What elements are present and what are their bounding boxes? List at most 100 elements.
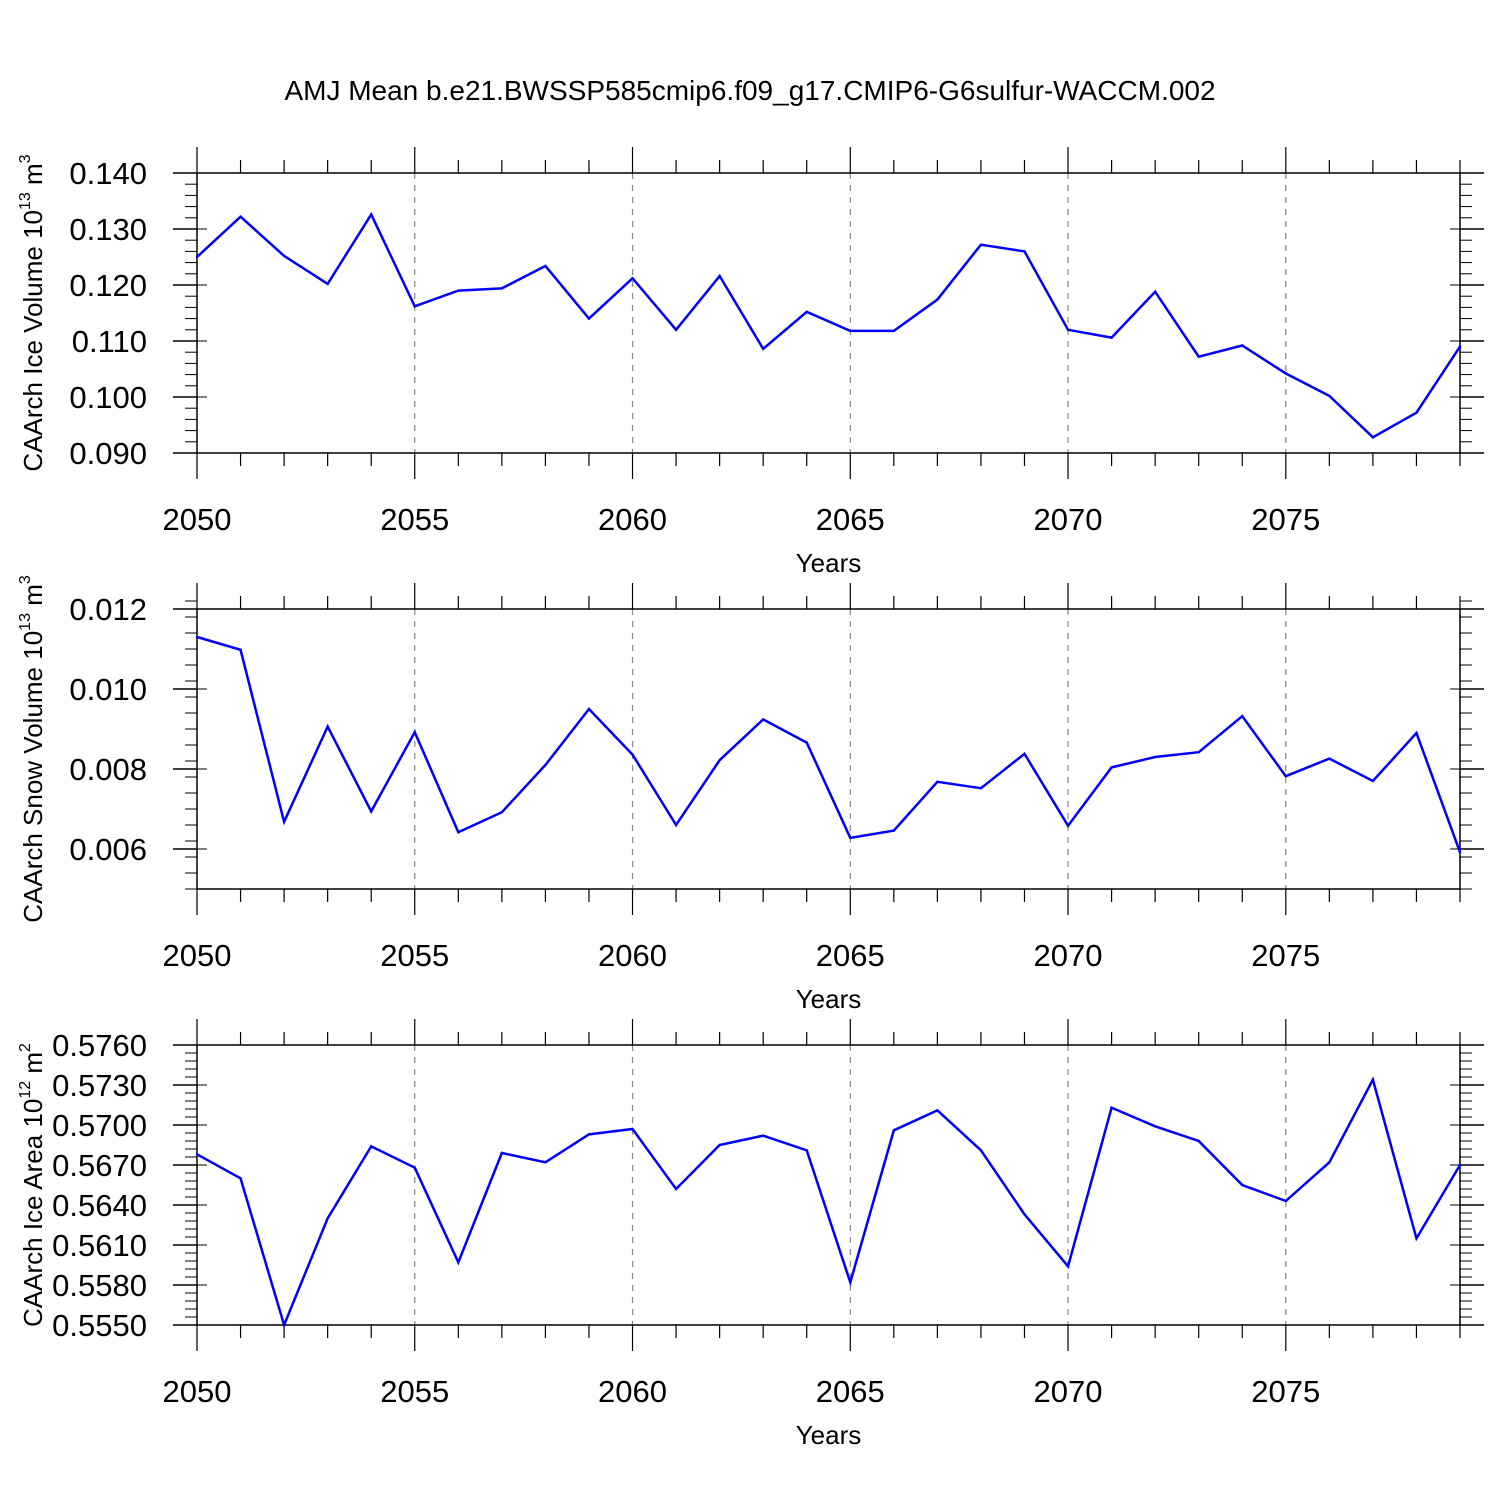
y-axis-label-exponent: 13: [17, 613, 34, 631]
x-tick-label: 2055: [380, 1374, 449, 1409]
data-point: [195, 635, 199, 639]
data-point: [1023, 250, 1026, 253]
y-axis-label-text: CAArch Ice Volume 10: [18, 210, 48, 472]
plot-frame: [196, 172, 1461, 454]
x-tick-label: 2055: [380, 938, 449, 973]
data-point: [979, 243, 983, 246]
data-point: [718, 759, 721, 762]
data-point: [1197, 751, 1200, 754]
x-tick-label: 2070: [1034, 1374, 1103, 1409]
y-tick-label: 0.5700: [52, 1108, 147, 1143]
data-point: [849, 836, 852, 839]
x-tick-label: 2070: [1034, 938, 1103, 973]
series-line: [196, 211, 1462, 439]
data-point: [239, 1177, 242, 1180]
data-point: [1241, 1183, 1244, 1187]
y-tick-label: 0.090: [69, 436, 147, 471]
y-tick-label: 0.008: [69, 752, 147, 787]
data-point: [370, 1145, 373, 1148]
y-axis-label-unit-exponent: 3: [17, 575, 34, 584]
data-point: [674, 328, 678, 331]
series-line: [196, 1076, 1462, 1329]
y-axis-label: CAArch Snow Volume 1013 m3: [17, 575, 48, 923]
y-tick-label: 0.5550: [52, 1308, 147, 1343]
data-point: [1066, 328, 1070, 331]
x-tick-label: 2075: [1251, 1374, 1320, 1409]
data-point: [1066, 824, 1070, 827]
data-point: [587, 707, 591, 711]
x-tick-label: 2050: [163, 1374, 232, 1409]
data-point: [936, 1109, 939, 1112]
data-point: [1458, 851, 1462, 854]
data-point: [805, 1149, 808, 1152]
data-point: [1066, 1265, 1070, 1268]
data-point: [674, 823, 678, 827]
data-point: [1458, 345, 1462, 348]
x-axis-label: Years: [796, 548, 862, 578]
data-point: [1371, 779, 1375, 783]
data-point: [1415, 411, 1418, 414]
y-tick-label: 0.100: [69, 380, 147, 415]
data-point: [500, 287, 504, 290]
y-tick-label: 0.5580: [52, 1268, 147, 1303]
data-point: [718, 1143, 721, 1147]
y-tick-label: 0.120: [69, 268, 147, 303]
x-tick-label: 2065: [816, 502, 885, 537]
data-point: [1153, 290, 1157, 293]
x-tick-label: 2060: [598, 938, 667, 973]
x-tick-label: 2065: [816, 1374, 885, 1409]
x-tick-label: 2070: [1034, 502, 1103, 537]
data-point: [587, 317, 591, 320]
data-point: [761, 347, 765, 351]
data-point: [1153, 755, 1157, 759]
y-tick-label: 0.5730: [52, 1068, 147, 1103]
data-point: [1415, 731, 1418, 735]
data-point: [1328, 757, 1331, 760]
x-tick-label: 2050: [163, 938, 232, 973]
x-axis-label: Years: [796, 1420, 862, 1450]
data-point: [282, 254, 286, 258]
data-point: [1284, 372, 1287, 375]
data-point: [1241, 715, 1244, 718]
data-point: [849, 1281, 852, 1284]
y-axis-label: CAArch Ice Volume 1013 m3: [17, 154, 48, 471]
data-point: [979, 1149, 983, 1152]
y-tick-label: 0.006: [69, 832, 147, 867]
data-point: [1110, 1106, 1113, 1109]
y-axis-label-text: CAArch Snow Volume 10: [18, 631, 48, 923]
data-point: [761, 718, 765, 721]
data-point: [239, 215, 242, 218]
data-point: [326, 1217, 329, 1220]
y-axis-label-unit: m: [18, 584, 48, 613]
data-point: [239, 648, 242, 651]
data-point: [892, 829, 896, 832]
data-point: [1023, 752, 1026, 755]
data-point: [1458, 1163, 1462, 1167]
y-tick-label: 0.5760: [52, 1028, 147, 1063]
data-point: [544, 264, 547, 268]
data-point: [413, 305, 416, 308]
data-point: [892, 1129, 896, 1132]
data-point: [326, 725, 329, 728]
data-point: [936, 780, 939, 783]
y-axis-label-unit: m: [18, 1052, 48, 1081]
data-point: [282, 820, 286, 823]
data-point: [805, 741, 808, 744]
y-axis-label-exponent: 12: [17, 1081, 34, 1099]
data-point: [1110, 336, 1113, 339]
y-tick-label: 0.010: [69, 672, 147, 707]
data-point: [195, 1153, 199, 1156]
data-point: [1284, 775, 1287, 778]
data-point: [805, 310, 808, 314]
y-tick-label: 0.130: [69, 212, 147, 247]
x-tick-label: 2050: [163, 502, 232, 537]
data-point: [936, 298, 939, 301]
x-tick-label: 2055: [380, 502, 449, 537]
plot-frame: [196, 1044, 1461, 1326]
data-point: [457, 289, 460, 292]
x-tick-label: 2060: [598, 502, 667, 537]
data-point: [718, 274, 721, 278]
data-point: [195, 255, 199, 259]
data-point: [1197, 355, 1200, 358]
data-point: [282, 1323, 286, 1327]
